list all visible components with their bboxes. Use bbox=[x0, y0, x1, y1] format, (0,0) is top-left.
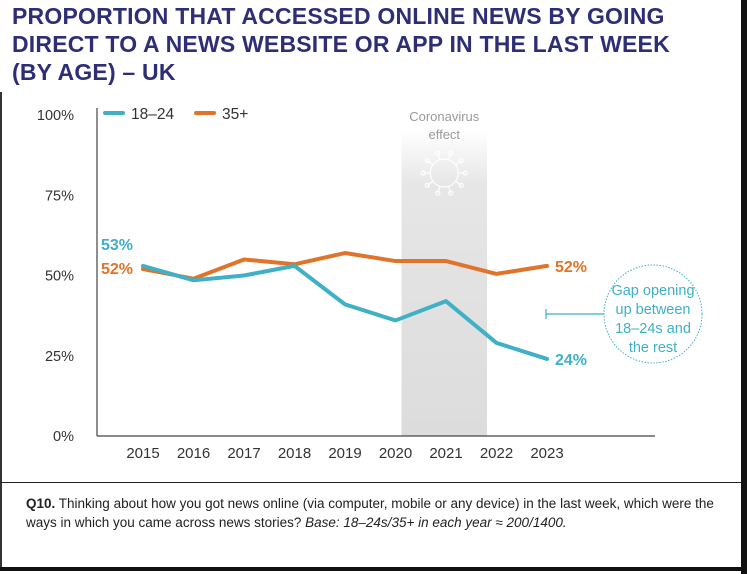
y-tick-label: 0% bbox=[53, 429, 74, 445]
legend-label: 18–24 bbox=[131, 106, 174, 123]
coronavirus-band bbox=[401, 130, 487, 436]
annotation-circle bbox=[603, 264, 703, 364]
x-tick-label: 2016 bbox=[177, 445, 210, 462]
annotation-text: the rest bbox=[629, 340, 677, 356]
virus-icon-spike-tip bbox=[424, 158, 430, 164]
annotation-text: 18–24s and bbox=[615, 321, 691, 337]
title-line: (BY AGE) – UK bbox=[12, 59, 176, 85]
x-tick-label: 2017 bbox=[227, 445, 260, 462]
title-line: DIRECT TO A NEWS WEBSITE OR APP IN THE L… bbox=[12, 31, 670, 57]
start-value-label: 52% bbox=[101, 261, 133, 278]
y-tick-label: 100% bbox=[37, 108, 74, 124]
y-tick-label: 50% bbox=[45, 269, 74, 285]
virus-icon-spike-tip bbox=[424, 182, 430, 188]
frame-right-border bbox=[741, 0, 747, 574]
annotation-text: Gap opening bbox=[611, 283, 694, 299]
footnote-divider bbox=[0, 482, 741, 483]
virus-icon-spike bbox=[455, 160, 462, 166]
virus-icon-spike bbox=[455, 180, 462, 186]
virus-icon-spike-tip bbox=[458, 158, 464, 164]
virus-icon-spike-tip bbox=[462, 170, 468, 176]
x-tick-label: 2023 bbox=[530, 445, 563, 462]
x-tick-label: 2018 bbox=[278, 445, 311, 462]
band-label: effect bbox=[428, 127, 460, 142]
virus-icon-spike bbox=[426, 160, 434, 166]
frame-left-border bbox=[0, 92, 2, 570]
virus-icon-spike bbox=[426, 180, 434, 186]
frame-bottom-border bbox=[0, 567, 747, 571]
virus-icon-spike bbox=[437, 186, 441, 194]
virus-icon-spike-tip bbox=[458, 182, 464, 188]
x-tick-label: 2019 bbox=[328, 445, 361, 462]
virus-icon-spike-tip bbox=[448, 190, 454, 196]
virus-icon-spike-tip bbox=[420, 170, 426, 176]
y-tick-label: 75% bbox=[45, 188, 74, 204]
virus-icon-spike bbox=[437, 152, 441, 160]
footnote-base: Base: 18–24s/35+ in each year ≈ 200/1400… bbox=[305, 515, 567, 530]
virus-icon-spike bbox=[447, 186, 452, 194]
chart-title: PROPORTION THAT ACCESSED ONLINE NEWS BY … bbox=[12, 2, 712, 86]
start-value-label: 53% bbox=[101, 237, 133, 254]
end-value-label: 52% bbox=[555, 259, 587, 276]
end-value-label: 24% bbox=[555, 352, 587, 369]
virus-icon-spike bbox=[447, 152, 452, 160]
footnote: Q10. Thinking about how you got news onl… bbox=[26, 494, 726, 532]
x-tick-label: 2022 bbox=[480, 445, 513, 462]
footnote-question-label: Q10. bbox=[26, 496, 56, 511]
virus-icon bbox=[420, 150, 468, 196]
y-tick-label: 25% bbox=[45, 349, 74, 365]
footnote-question-text: Thinking about how you got news online (… bbox=[26, 496, 714, 530]
virus-icon-spike-tip bbox=[435, 150, 441, 156]
title-line: PROPORTION THAT ACCESSED ONLINE NEWS BY … bbox=[12, 3, 665, 29]
x-tick-label: 2015 bbox=[126, 445, 159, 462]
virus-icon-spike-tip bbox=[435, 190, 441, 196]
virus-icon-spike-tip bbox=[448, 150, 454, 156]
line-chart: Coronavirus effect 0% 25% 50% 75% 100% 2015 201… bbox=[37, 106, 703, 462]
band-label: Coronavirus bbox=[409, 109, 480, 124]
legend-label: 35+ bbox=[222, 106, 248, 123]
x-tick-label: 2021 bbox=[429, 445, 462, 462]
x-tick-label: 2020 bbox=[379, 445, 412, 462]
annotation-text: up between bbox=[616, 302, 691, 318]
